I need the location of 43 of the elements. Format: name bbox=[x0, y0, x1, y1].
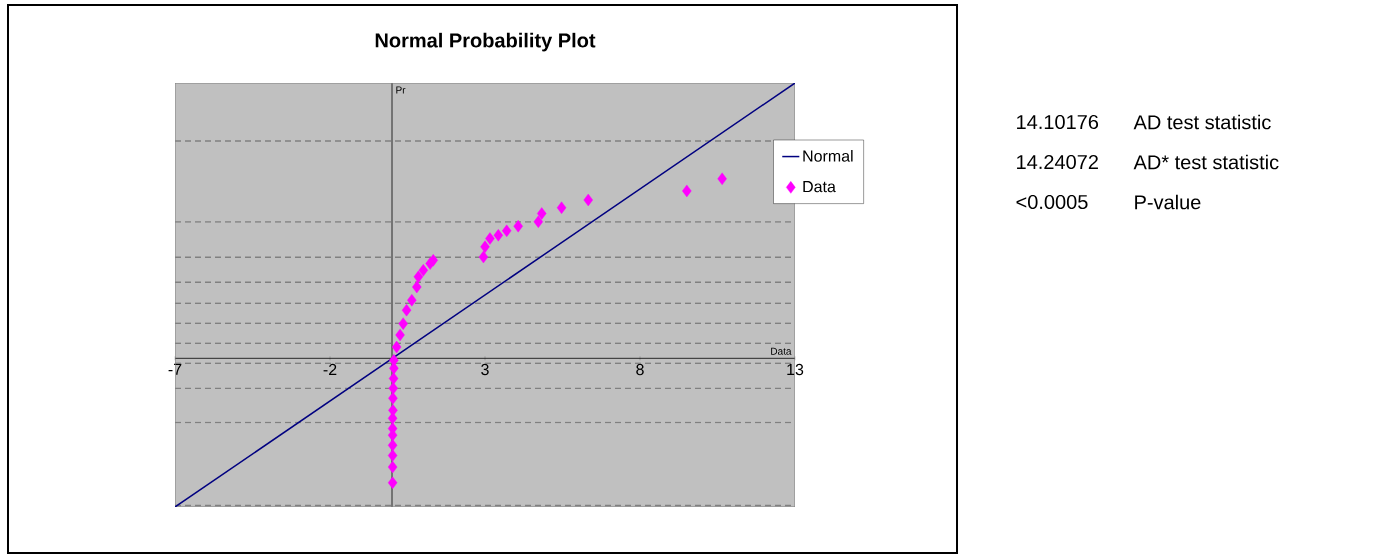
text: AD* test statistic bbox=[1133, 154, 1279, 170]
text: AD test statistic bbox=[1133, 114, 1271, 130]
x-tick-label: -2 bbox=[323, 363, 337, 376]
x-axis-title: Data bbox=[771, 347, 792, 355]
point bbox=[502, 224, 512, 238]
point bbox=[412, 280, 422, 294]
point bbox=[478, 250, 489, 264]
point bbox=[388, 392, 398, 405]
point bbox=[387, 476, 398, 489]
point bbox=[387, 449, 398, 462]
x-tick-label: 13 bbox=[787, 363, 804, 376]
point bbox=[537, 207, 547, 220]
point bbox=[391, 340, 402, 354]
y-axis-title: Pr bbox=[396, 86, 406, 94]
point bbox=[682, 184, 692, 198]
legend-label: Normal bbox=[803, 150, 853, 162]
text: 14.24072 bbox=[1017, 154, 1098, 170]
point bbox=[493, 229, 504, 242]
x-tick-label: 8 bbox=[636, 363, 644, 376]
point bbox=[418, 264, 429, 277]
text: <0.0005 bbox=[1016, 194, 1088, 210]
point bbox=[480, 240, 490, 254]
point bbox=[395, 328, 405, 342]
point bbox=[583, 193, 593, 207]
point bbox=[401, 303, 412, 317]
legend-label: Data bbox=[803, 181, 836, 193]
point bbox=[398, 317, 408, 330]
point bbox=[533, 215, 544, 228]
point bbox=[407, 294, 417, 307]
point bbox=[556, 201, 567, 214]
x-tick-label: -7 bbox=[168, 363, 182, 375]
chart-title: Normal Probability Plot bbox=[375, 32, 596, 52]
x-tick-label: 3 bbox=[481, 363, 489, 376]
text: P-value bbox=[1135, 194, 1201, 210]
point bbox=[717, 172, 727, 186]
point bbox=[387, 460, 398, 474]
point bbox=[513, 219, 523, 233]
point bbox=[388, 372, 399, 385]
point bbox=[413, 270, 424, 284]
point bbox=[485, 232, 495, 245]
text: 14.10176 bbox=[1017, 114, 1099, 130]
point bbox=[388, 382, 398, 395]
point bbox=[387, 439, 398, 452]
